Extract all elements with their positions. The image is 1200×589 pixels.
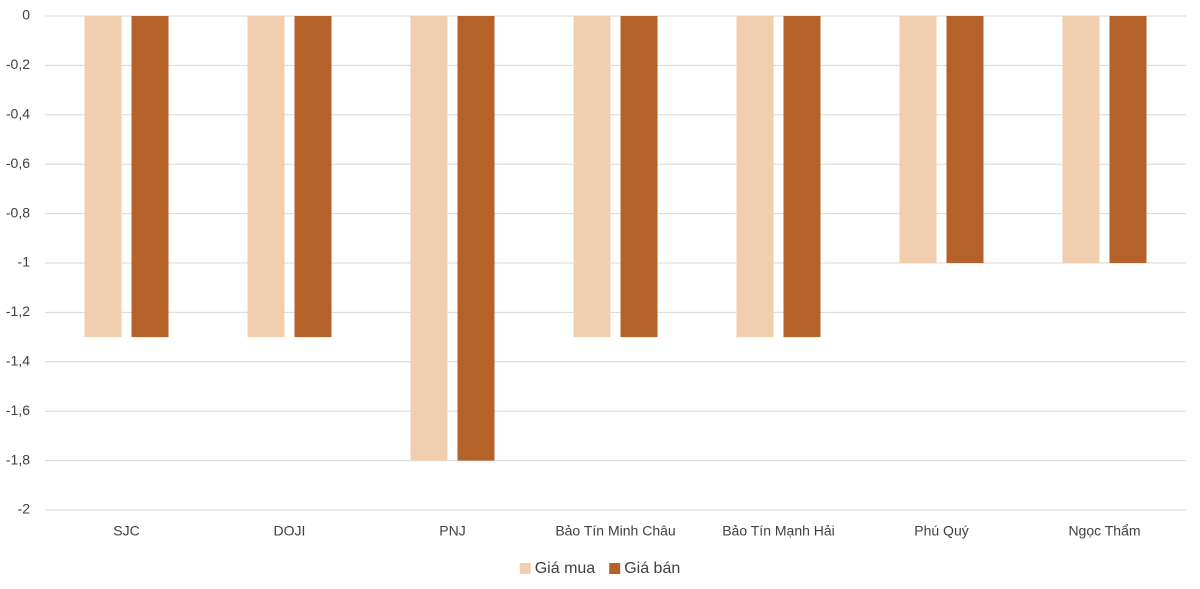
bar [247,16,285,338]
bar [899,16,937,263]
x-tick-label: SJC [113,523,139,539]
y-tick-label: -1 [18,254,31,270]
bar [131,16,169,338]
legend-label: Giá bán [624,560,680,577]
x-tick-label: Bảo Tín Minh Châu [555,523,675,539]
y-tick-label: -0,4 [6,106,30,122]
y-tick-label: -0,2 [6,56,30,72]
bar [457,16,495,461]
x-tick-label: Ngọc Thẩm [1068,523,1140,539]
bar [84,16,122,338]
y-tick-label: 0 [22,7,30,23]
x-tick-label: Phú Quý [914,523,968,539]
bar [410,16,448,461]
x-tick-label: DOJI [274,523,306,539]
y-tick-label: -1,4 [6,353,30,369]
bar [946,16,984,263]
y-tick-label: -0,8 [6,204,30,220]
bar [1062,16,1100,263]
x-tick-label: PNJ [439,523,465,539]
bar [294,16,332,338]
y-tick-label: -2 [18,501,31,517]
y-tick-label: -1,2 [6,303,30,319]
y-tick-label: -1,8 [6,451,30,467]
bar [620,16,658,338]
bar [783,16,821,338]
legend-swatch [609,563,621,574]
legend-swatch [519,563,531,574]
x-tick-label: Bảo Tín Mạnh Hải [722,523,835,539]
y-tick-label: -1,6 [6,402,30,418]
bar [736,16,774,338]
legend-label: Giá mua [535,560,596,577]
bar [573,16,611,338]
bar [1109,16,1147,263]
y-tick-label: -0,6 [6,155,30,171]
